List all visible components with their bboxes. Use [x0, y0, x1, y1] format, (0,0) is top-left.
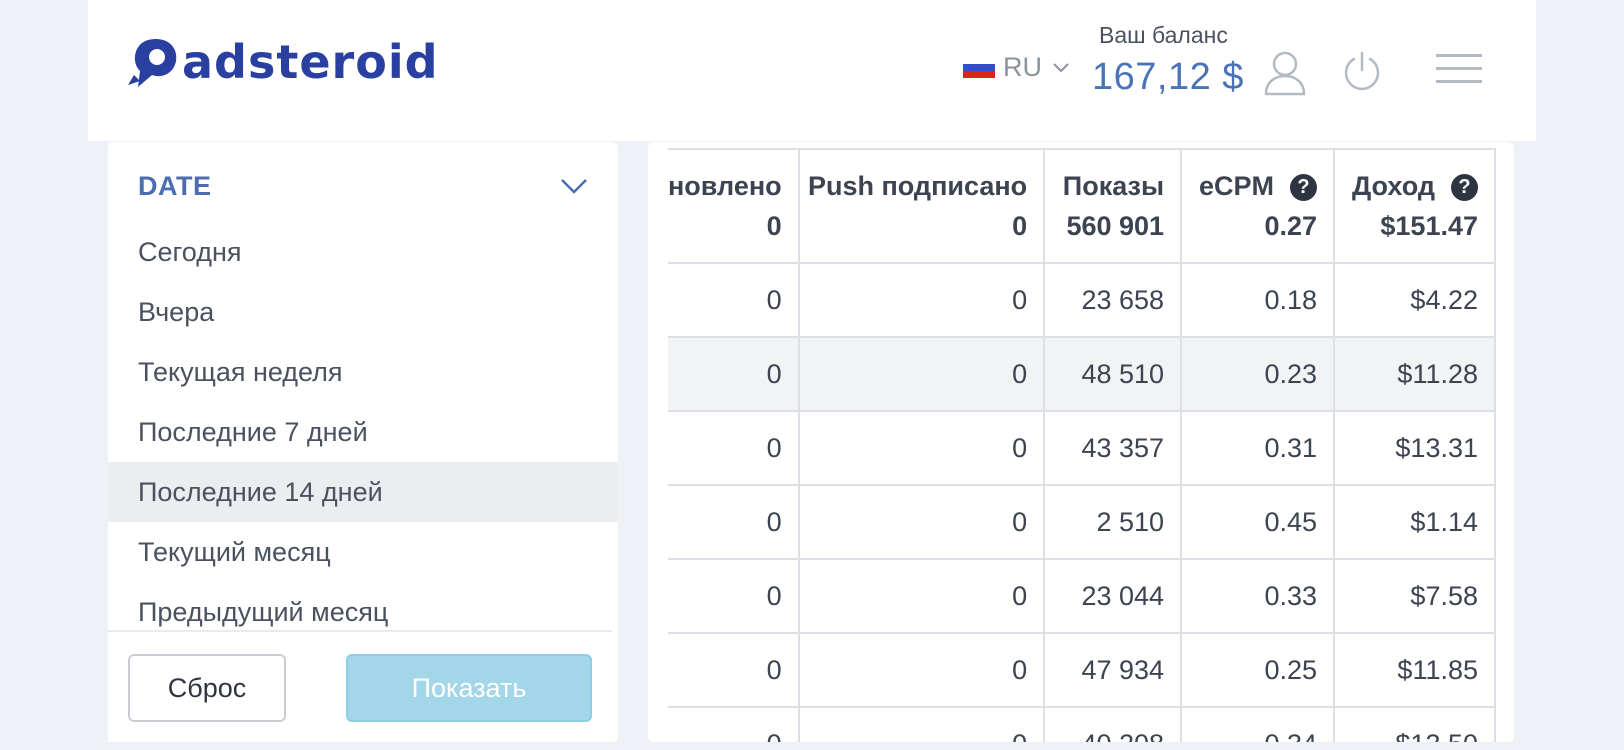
cell-revenue: $4.22 [1333, 262, 1496, 338]
balance-label: Ваш баланс [1099, 22, 1228, 48]
column-title: Push подписано [807, 171, 1028, 201]
balance-value: 167,12 $ [1092, 56, 1244, 98]
show-button[interactable]: Показать [346, 654, 592, 722]
column-header-revenue[interactable]: Доход? $151.47 [1333, 148, 1496, 264]
logout-power-icon[interactable] [1342, 50, 1382, 92]
language-code: RU [1003, 52, 1042, 82]
column-total: 0 [766, 211, 782, 241]
language-selector[interactable]: RU [963, 52, 1070, 83]
cell-impressions: 2 510 [1043, 484, 1183, 560]
table-row[interactable]: 0040 2080.34$13.50 [668, 706, 1496, 742]
date-option-today[interactable]: Сегодня [138, 236, 242, 267]
cell-installed: 0 [668, 336, 800, 412]
russia-flag-icon [963, 57, 995, 78]
column-header-push-subscribed[interactable]: Push подписано 0 [797, 148, 1046, 264]
chevron-down-icon [1053, 62, 1069, 72]
cell-push-subscribed: 0 [797, 262, 1046, 338]
cell-impressions: 47 934 [1043, 632, 1183, 708]
date-option-current-month[interactable]: Текущий месяц [138, 536, 331, 567]
logo-wordmark: adsteroid [182, 35, 439, 89]
cell-revenue: $11.28 [1333, 336, 1496, 412]
cell-impressions: 23 044 [1043, 558, 1183, 634]
cell-push-subscribed: 0 [797, 632, 1046, 708]
chevron-down-icon [561, 179, 587, 194]
cell-impressions: 23 658 [1043, 262, 1183, 338]
cell-push-subscribed: 0 [797, 558, 1046, 634]
reset-button[interactable]: Сброс [128, 654, 286, 722]
cell-ecpm: 0.23 [1180, 336, 1335, 412]
cell-installed: 0 [668, 706, 800, 742]
cell-push-subscribed: 0 [797, 336, 1046, 412]
cell-installed: 0 [668, 632, 800, 708]
date-filter-panel: DATE Сегодня Вчера Текущая неделя Послед… [108, 142, 618, 742]
cell-installed: 0 [668, 262, 800, 338]
help-question-icon[interactable]: ? [1451, 174, 1478, 201]
cell-revenue: $1.14 [1333, 484, 1496, 560]
column-header-ecpm[interactable]: eCPM? 0.27 [1180, 148, 1335, 264]
stats-table-card: новлено 0 Push подписано 0 Показы 560 90… [648, 142, 1514, 742]
stats-table-scroll[interactable]: новлено 0 Push подписано 0 Показы 560 90… [668, 148, 1496, 742]
table-body: 0 0 23 658 0.18 $4.22 0 0 48 510 0.23 $11.28 0 0 43 … [668, 262, 1496, 742]
cell-push-subscribed: 0 [797, 410, 1046, 486]
cell-push-subscribed: 0 [797, 706, 1046, 742]
cell-ecpm: 0.45 [1180, 484, 1335, 560]
date-option-current-week[interactable]: Текущая неделя [138, 356, 343, 387]
user-profile-icon[interactable] [1263, 50, 1307, 96]
help-question-icon[interactable]: ? [1290, 174, 1317, 201]
cell-installed: 0 [668, 484, 800, 560]
cell-revenue: $13.50 [1333, 706, 1496, 742]
column-header-impressions[interactable]: Показы 560 901 [1043, 148, 1183, 264]
cell-ecpm: 0.18 [1180, 262, 1335, 338]
column-total: $151.47 [1380, 211, 1478, 241]
table-row[interactable]: 0 0 47 934 0.25 $11.85 [668, 632, 1496, 708]
column-title: новлено [668, 171, 782, 201]
cell-revenue: $13.31 [1333, 410, 1496, 486]
cell-ecpm: 0.34 [1180, 706, 1335, 742]
cell-revenue: $7.58 [1333, 558, 1496, 634]
column-title: Доход [1351, 171, 1435, 201]
cell-ecpm: 0.25 [1180, 632, 1335, 708]
column-total: 560 901 [1066, 211, 1165, 241]
cell-impressions: 48 510 [1043, 336, 1183, 412]
app-header: adsteroid RU Ваш баланс 167,12 $ [88, 0, 1536, 141]
date-option-last-7-days[interactable]: Последние 7 дней [138, 416, 368, 447]
table-row[interactable]: 0 0 23 044 0.33 $7.58 [668, 558, 1496, 634]
column-total: 0 [1012, 211, 1028, 241]
table-row[interactable]: 0 0 23 658 0.18 $4.22 [668, 262, 1496, 338]
table-row[interactable]: 0 0 48 510 0.23 $11.28 [668, 336, 1496, 412]
date-option-last-14-days[interactable]: Последние 14 дней [108, 462, 618, 522]
filter-actions: Сброс Показать [108, 630, 612, 742]
column-header-installed[interactable]: новлено 0 [668, 148, 800, 264]
stats-table: новлено 0 Push подписано 0 Показы 560 90… [668, 148, 1496, 742]
adsteroid-logo[interactable]: adsteroid [126, 34, 439, 90]
cell-installed: 0 [668, 410, 800, 486]
date-option-yesterday[interactable]: Вчера [138, 296, 215, 327]
rocket-logo-icon [128, 39, 177, 87]
column-title: Показы [1062, 171, 1165, 201]
hamburger-menu-icon[interactable] [1436, 52, 1482, 86]
cell-installed: 0 [668, 558, 800, 634]
date-option-previous-month[interactable]: Предыдущий месяц [138, 596, 389, 627]
cell-impressions: 43 357 [1043, 410, 1183, 486]
cell-revenue: $11.85 [1333, 632, 1496, 708]
date-filter-title: DATE [138, 170, 212, 201]
column-title: eCPM [1198, 171, 1274, 201]
date-filter-toggle[interactable]: DATE [138, 166, 588, 206]
cell-ecpm: 0.31 [1180, 410, 1335, 486]
table-row[interactable]: 0 0 43 357 0.31 $13.31 [668, 410, 1496, 486]
cell-ecpm: 0.33 [1180, 558, 1335, 634]
cell-push-subscribed: 0 [797, 484, 1046, 560]
cell-impressions: 40 208 [1043, 706, 1183, 742]
table-header-row: новлено 0 Push подписано 0 Показы 560 90… [668, 148, 1496, 264]
column-total: 0.27 [1264, 211, 1317, 241]
